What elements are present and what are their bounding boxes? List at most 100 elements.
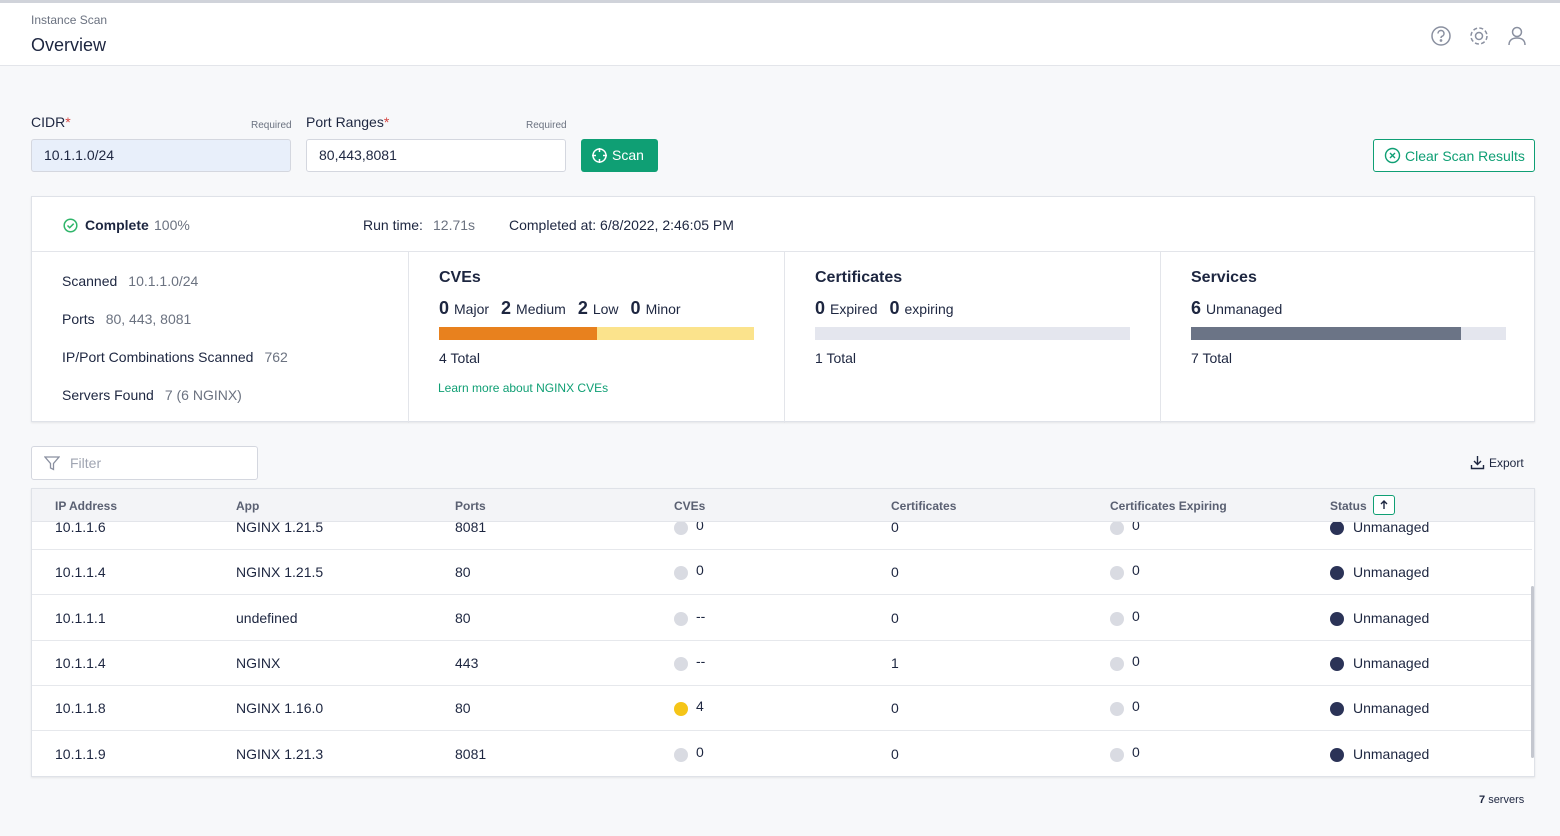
column-header[interactable]: Certificates Expiring xyxy=(1110,499,1227,513)
cell: Unmanaged xyxy=(1353,745,1430,762)
cidr-input[interactable]: 10.1.1.0/24 xyxy=(31,139,291,172)
warning-icon xyxy=(674,702,688,717)
server-label: servers xyxy=(1488,794,1525,806)
scan-icon xyxy=(592,148,607,163)
help-icon[interactable] xyxy=(1431,26,1451,46)
cell: 0 xyxy=(891,609,899,626)
panel-title: CVEs xyxy=(439,269,481,286)
info-label: IP/Port Combinations Scanned xyxy=(62,349,254,365)
breadcrumb[interactable]: Instance Scan xyxy=(31,13,108,27)
status-dot xyxy=(1330,747,1344,762)
status-dot xyxy=(674,656,688,671)
status-dot xyxy=(1330,521,1344,535)
column-header[interactable]: Ports xyxy=(455,499,486,513)
count-value: 0 xyxy=(815,298,826,318)
user-icon[interactable] xyxy=(1511,26,1523,38)
total-value: 7 xyxy=(1191,350,1199,366)
required-marker: * xyxy=(383,114,390,130)
cell: 443 xyxy=(455,654,479,671)
runtime: 12.71s xyxy=(433,217,476,233)
summary-panel: Services 6 Unmanaged 7 Total xyxy=(1160,252,1536,423)
clear-icon xyxy=(1384,147,1401,164)
cell: 10.1.1.4 xyxy=(55,564,106,581)
info-label: Servers Found xyxy=(62,387,154,403)
panel-total: 7 Total xyxy=(1191,350,1232,366)
status-dot xyxy=(674,521,688,535)
status-dot xyxy=(1110,747,1124,762)
settings-icon[interactable] xyxy=(1474,31,1484,41)
cell: 10.1.1.6 xyxy=(55,519,106,535)
status-progress: 100% xyxy=(154,217,190,233)
status-dot xyxy=(1110,566,1124,581)
bar-segment xyxy=(1191,327,1461,340)
cell: 10.1.1.1 xyxy=(55,609,106,626)
info-row: Servers Found 7 (6 NGINX) xyxy=(62,387,242,403)
column-header[interactable]: Certificates xyxy=(891,499,957,513)
panel-total: 4 Total xyxy=(439,350,480,366)
filter-input[interactable]: Filter xyxy=(31,446,258,480)
sort-button[interactable] xyxy=(1373,495,1395,515)
cell: 0 xyxy=(1132,517,1140,533)
top-border xyxy=(0,0,1560,3)
cell: 0 xyxy=(696,562,704,579)
info-row: Ports 80, 443, 8081 xyxy=(62,311,191,327)
cell: 1 xyxy=(891,654,899,671)
column-header[interactable]: IP Address xyxy=(55,499,118,513)
status-state: Complete xyxy=(85,217,149,233)
bar-segment xyxy=(439,327,597,340)
cell: 80 xyxy=(455,700,471,717)
count-value: 2 xyxy=(501,298,512,318)
cell: 10.1.1.4 xyxy=(55,654,106,671)
column-header[interactable]: App xyxy=(236,499,260,513)
header-icons xyxy=(1431,26,1526,46)
footer-count: 7 servers xyxy=(1479,794,1524,806)
cell: Unmanaged xyxy=(1353,564,1430,581)
status-dot xyxy=(1330,702,1344,717)
column-header[interactable]: CVEs xyxy=(674,499,706,513)
header: Instance Scan Overview xyxy=(0,3,1560,66)
info-value: 80, 443, 8081 xyxy=(105,311,192,327)
count-value: 0 xyxy=(889,298,900,318)
info-label: Ports xyxy=(62,311,95,327)
table-row: 10.1.1.8 NGINX 1.16.0 80 4 0 0 Unmanaged xyxy=(32,686,1532,732)
cell: NGINX 1.21.3 xyxy=(236,745,324,762)
count-label: Medium xyxy=(516,301,566,317)
panel-counts: 0 Major 2 Medium 2 Low 0 Minor xyxy=(439,298,693,319)
panel-total: 1 Total xyxy=(815,350,856,366)
status-dot xyxy=(1330,611,1344,626)
clear-button[interactable]: Clear Scan Results xyxy=(1373,139,1535,172)
page-title: Overview xyxy=(31,35,107,55)
panel-title: Services xyxy=(1191,269,1257,286)
cell: 0 xyxy=(696,517,704,533)
status-dot xyxy=(674,747,688,762)
required-marker: * xyxy=(65,114,71,130)
field-label: CIDR* xyxy=(31,114,71,130)
cell: 0 xyxy=(891,564,899,581)
scan-button[interactable]: Scan xyxy=(581,139,658,172)
info-value: 762 xyxy=(264,349,288,365)
info-label: Scanned xyxy=(62,273,118,289)
cell: NGINX 1.21.5 xyxy=(236,564,324,581)
cell: 8081 xyxy=(455,519,487,535)
sort-icon xyxy=(1380,500,1388,509)
count-value: 6 xyxy=(1191,298,1202,318)
cell: -- xyxy=(696,607,706,624)
status-dot xyxy=(1330,656,1344,671)
cell: 0 xyxy=(1132,607,1140,624)
column-header[interactable]: Status xyxy=(1330,499,1367,513)
cell: 0 xyxy=(891,745,899,762)
ports-input[interactable]: 80,443,8081 xyxy=(306,139,566,172)
hint: Required xyxy=(251,120,292,131)
status-dot xyxy=(1110,611,1124,626)
export-icon xyxy=(1470,456,1485,470)
results-card: Complete 100% Run time: 12.71s Completed… xyxy=(31,196,1536,423)
cell: 0 xyxy=(891,519,899,535)
cell: 80 xyxy=(455,609,471,626)
panel-link[interactable]: Learn more about NGINX CVEs xyxy=(438,381,609,395)
cell: Unmanaged xyxy=(1353,609,1430,626)
info-row: Scanned 10.1.1.0/24 xyxy=(62,273,198,289)
total-value: 4 xyxy=(439,350,447,366)
total-value: 1 xyxy=(815,350,823,366)
cell: Unmanaged xyxy=(1353,700,1430,717)
count-value: 0 xyxy=(439,298,450,318)
